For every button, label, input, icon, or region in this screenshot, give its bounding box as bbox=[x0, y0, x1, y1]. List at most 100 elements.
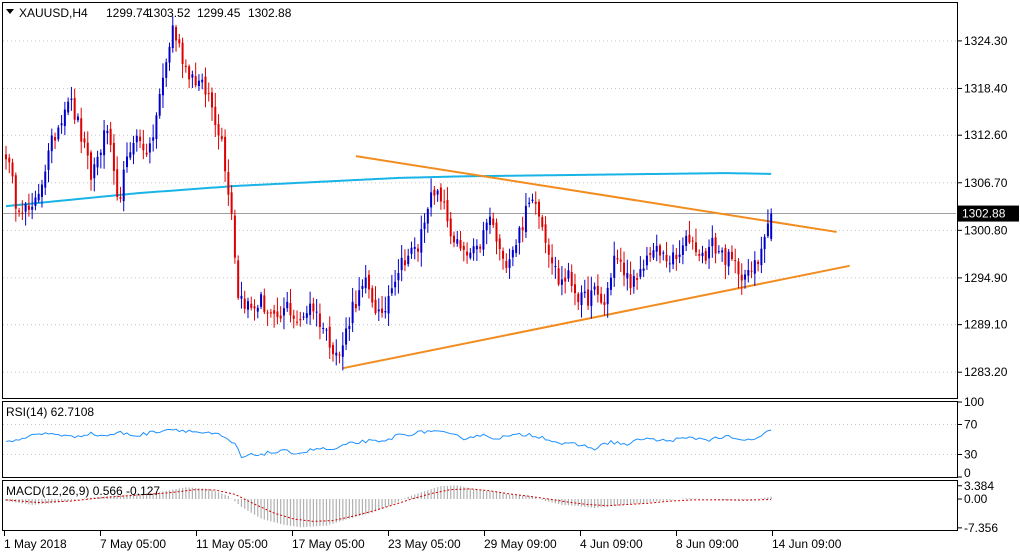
candle bbox=[740, 263, 743, 295]
candle-body bbox=[44, 171, 47, 188]
candle bbox=[675, 248, 678, 271]
candle bbox=[757, 259, 760, 272]
candle bbox=[701, 245, 704, 264]
candle-body bbox=[694, 242, 697, 253]
candle-body bbox=[335, 352, 338, 356]
candle-body bbox=[560, 279, 563, 285]
candle-body bbox=[302, 316, 305, 318]
candle-body bbox=[678, 254, 681, 257]
candle bbox=[18, 207, 21, 217]
candle bbox=[197, 74, 200, 91]
candle-body bbox=[609, 277, 612, 290]
candle bbox=[642, 259, 645, 277]
candle bbox=[374, 286, 377, 315]
candle bbox=[521, 216, 524, 243]
candle-body bbox=[570, 272, 573, 286]
candle-body bbox=[364, 277, 367, 289]
candle bbox=[158, 88, 161, 119]
candle-body bbox=[240, 295, 243, 299]
candle-body bbox=[492, 218, 495, 225]
candle-body bbox=[534, 201, 537, 204]
candle bbox=[361, 279, 364, 298]
price-tick-label: 1289.10 bbox=[964, 318, 1008, 332]
candle bbox=[318, 303, 321, 340]
candle bbox=[34, 190, 37, 211]
candle-body bbox=[361, 285, 364, 289]
candle-body bbox=[230, 192, 233, 214]
candle bbox=[730, 245, 733, 261]
candle bbox=[367, 270, 370, 299]
candle-body bbox=[701, 252, 704, 257]
candle bbox=[132, 135, 135, 165]
candle bbox=[649, 246, 652, 262]
candle bbox=[37, 183, 40, 203]
dropdown-arrow-icon[interactable] bbox=[6, 9, 14, 14]
candle bbox=[296, 310, 299, 326]
candle bbox=[436, 188, 439, 202]
candle bbox=[5, 145, 7, 170]
candle-body bbox=[675, 254, 678, 260]
candle-body bbox=[253, 306, 256, 309]
candle bbox=[554, 256, 557, 279]
candle-body bbox=[24, 204, 27, 212]
candle bbox=[243, 290, 246, 314]
candle-body bbox=[439, 187, 442, 202]
candle bbox=[721, 247, 724, 262]
candle bbox=[194, 62, 197, 88]
candle bbox=[328, 316, 331, 359]
candle bbox=[763, 234, 766, 263]
candle-body bbox=[423, 222, 426, 229]
candle bbox=[511, 246, 514, 267]
candle-body bbox=[704, 251, 707, 261]
candle bbox=[90, 150, 93, 191]
candle-body bbox=[636, 278, 639, 280]
candle-body bbox=[207, 93, 210, 95]
candle bbox=[564, 268, 567, 294]
candle-body bbox=[551, 257, 554, 264]
candle bbox=[495, 218, 498, 255]
candle-body bbox=[279, 315, 282, 319]
candle-body bbox=[681, 245, 684, 255]
candle bbox=[472, 238, 475, 261]
candle bbox=[129, 142, 132, 161]
candle-body bbox=[233, 215, 236, 258]
candle-body bbox=[495, 222, 498, 242]
candle-body bbox=[413, 246, 416, 249]
candle bbox=[233, 209, 236, 264]
candle bbox=[541, 214, 544, 231]
candle-body bbox=[171, 25, 174, 49]
candle-body bbox=[711, 237, 714, 247]
candle-body bbox=[292, 315, 295, 319]
candle-body bbox=[27, 205, 30, 210]
candle bbox=[492, 212, 495, 229]
candle bbox=[109, 121, 112, 153]
candle bbox=[273, 304, 276, 328]
candle-body bbox=[528, 202, 531, 204]
candle bbox=[286, 291, 289, 312]
candle-body bbox=[466, 251, 469, 256]
candle-body bbox=[18, 210, 21, 212]
candle-body bbox=[142, 143, 145, 151]
candle-body bbox=[63, 109, 66, 126]
candle bbox=[606, 282, 609, 318]
candle-body bbox=[318, 313, 321, 328]
candle-body bbox=[606, 287, 609, 305]
candle-body bbox=[158, 94, 161, 116]
candle-body bbox=[161, 77, 164, 96]
candle bbox=[623, 251, 626, 287]
candle bbox=[122, 160, 125, 212]
candle-body bbox=[766, 223, 769, 237]
candle bbox=[390, 274, 393, 297]
candle bbox=[688, 220, 691, 245]
rsi-line bbox=[5, 428, 772, 459]
candle-body bbox=[282, 308, 285, 316]
candle-body bbox=[328, 326, 331, 348]
moving-average-line bbox=[5, 172, 772, 208]
candle-body bbox=[129, 152, 132, 158]
candle-body bbox=[727, 251, 730, 267]
time-tick-label: 14 Jun 09:00 bbox=[772, 537, 842, 551]
candle-body bbox=[397, 272, 400, 281]
candle bbox=[211, 87, 214, 121]
candle bbox=[724, 244, 727, 280]
